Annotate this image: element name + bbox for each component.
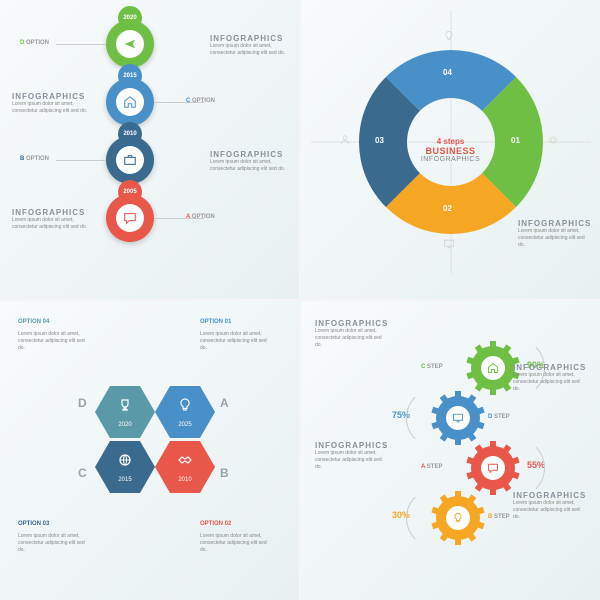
info-text: INFOGRAPHICSLorem ipsum dolor sit amet, … (513, 491, 583, 521)
connector-arc (406, 488, 466, 548)
text-title: INFOGRAPHICS (210, 34, 290, 43)
connector-arc (406, 388, 466, 448)
circle-inner (116, 146, 144, 174)
text-body: Lorem ipsum dolor sit amet, consectetur … (210, 159, 290, 173)
handshake-icon (177, 452, 193, 473)
text-title: INFOGRAPHICS (12, 92, 92, 101)
text-body: Lorem ipsum dolor sit amet, consectetur … (210, 43, 290, 57)
option-label: D OPTION (20, 40, 49, 46)
hexagon: 2020 (95, 386, 155, 438)
panel-hexagons: 2025 2010 2015 2020 A B C D OPTION 01 Lorem ipsum… (0, 301, 299, 600)
year-badge: 2020 (118, 6, 142, 30)
info-text: INFOGRAPHICSLorem ipsum dolor sit amet, … (12, 208, 92, 231)
info-text: Lorem ipsum dolor sit amet, consectetur … (200, 331, 275, 352)
trophy-icon (117, 397, 133, 418)
circle-inner (116, 30, 144, 58)
text-body: Lorem ipsum dolor sit amet, consectetur … (12, 217, 92, 231)
year-badge: 2010 (118, 122, 142, 146)
hex-year: 2025 (178, 422, 191, 428)
info-text: INFOGRAPHICSLorem ipsum dolor sit amet, … (513, 363, 583, 393)
monitor-icon (443, 238, 455, 253)
gear-icon (547, 134, 559, 149)
option-label: C OPTION (186, 98, 215, 104)
text-title: INFOGRAPHICS (210, 150, 290, 159)
segment-number: 02 (443, 204, 452, 213)
panel-gears: C STEP90%D STEP75%A STEP55%B STEP30%INFO… (301, 301, 600, 600)
info-text: Lorem ipsum dolor sit amet, consectetur … (18, 533, 93, 554)
panel-donut: 4 steps BUSINESS INFOGRAPHICS 01 02 03 04 IN… (301, 0, 600, 299)
step-label: A STEP (421, 464, 442, 470)
hex-year: 2020 (118, 422, 131, 428)
connector-arc (485, 438, 545, 498)
option-label: A OPTION (186, 214, 215, 220)
option-label: OPTION 01 (200, 319, 231, 325)
hexagon: 2025 (155, 386, 215, 438)
hex-year: 2010 (178, 477, 191, 483)
panel-timeline: 2020D OPTIONINFOGRAPHICSLorem ipsum dolo… (0, 0, 299, 299)
hex-letter: C (78, 466, 87, 480)
step-label: D STEP (488, 414, 510, 420)
option-label: OPTION 03 (18, 521, 49, 527)
circle-inner (116, 88, 144, 116)
text-body: Lorem ipsum dolor sit amet, consectetur … (12, 101, 92, 115)
option-label: OPTION 02 (200, 521, 231, 527)
step-label: B STEP (488, 514, 510, 520)
segment-number: 04 (443, 68, 452, 77)
info-text: INFOGRAPHICSLorem ipsum dolor sit amet, … (315, 319, 385, 349)
hexagon: 2010 (155, 441, 215, 493)
info-text: INFOGRAPHICSLorem ipsum dolor sit amet, … (315, 441, 385, 471)
option-label: OPTION 04 (18, 319, 49, 325)
step-label: C STEP (421, 364, 443, 370)
segment-number: 01 (511, 136, 520, 145)
segment-number: 03 (375, 136, 384, 145)
option-label: B OPTION (20, 156, 49, 162)
text-title: INFOGRAPHICS (12, 208, 92, 217)
bulb-icon (177, 397, 193, 418)
connector-line (56, 44, 106, 45)
hex-letter: D (78, 396, 87, 410)
hex-letter: A (220, 396, 229, 410)
bulb-icon (443, 30, 455, 45)
donut-center-label: 4 steps BUSINESS INFOGRAPHICS (421, 137, 480, 163)
info-text: Lorem ipsum dolor sit amet, consectetur … (18, 331, 93, 352)
info-text: INFOGRAPHICSLorem ipsum dolor sit amet, … (518, 219, 588, 249)
person-icon (339, 134, 351, 149)
hex-year: 2015 (118, 477, 131, 483)
year-badge: 2015 (118, 64, 142, 88)
year-badge: 2005 (118, 180, 142, 204)
circle-inner (116, 204, 144, 232)
info-text: Lorem ipsum dolor sit amet, consectetur … (200, 533, 275, 554)
globe-icon (117, 452, 133, 473)
info-text: INFOGRAPHICSLorem ipsum dolor sit amet, … (210, 34, 290, 57)
hexagon: 2015 (95, 441, 155, 493)
info-text: INFOGRAPHICSLorem ipsum dolor sit amet, … (210, 150, 290, 173)
info-text: INFOGRAPHICSLorem ipsum dolor sit amet, … (12, 92, 92, 115)
connector-line (56, 160, 106, 161)
hex-letter: B (220, 466, 229, 480)
